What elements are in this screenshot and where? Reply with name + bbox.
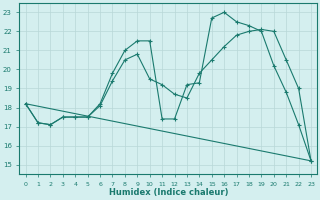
X-axis label: Humidex (Indice chaleur): Humidex (Indice chaleur): [108, 188, 228, 197]
